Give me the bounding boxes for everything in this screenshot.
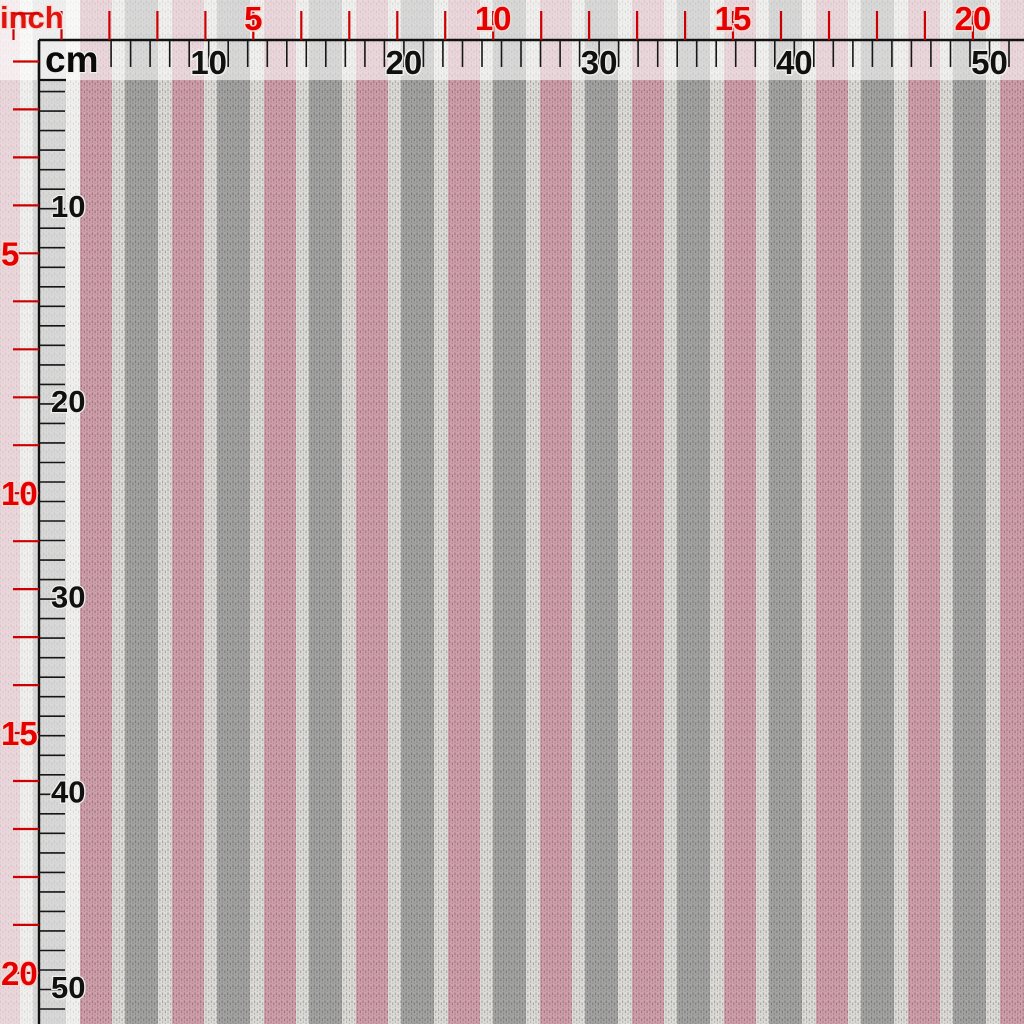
svg-text:50: 50 xyxy=(51,970,85,1005)
svg-text:5: 5 xyxy=(1,235,19,272)
svg-text:cm: cm xyxy=(45,39,98,80)
svg-text:40: 40 xyxy=(51,775,85,810)
svg-text:10: 10 xyxy=(475,0,512,37)
svg-text:10: 10 xyxy=(1,475,38,512)
svg-text:40: 40 xyxy=(776,44,813,81)
svg-text:10: 10 xyxy=(51,189,85,224)
svg-text:20: 20 xyxy=(955,0,992,37)
svg-text:10: 10 xyxy=(190,44,227,81)
svg-text:15: 15 xyxy=(1,715,38,752)
svg-text:15: 15 xyxy=(715,0,752,37)
svg-text:20: 20 xyxy=(386,44,423,81)
svg-text:50: 50 xyxy=(971,44,1008,81)
svg-text:20: 20 xyxy=(51,384,85,419)
svg-text:inch: inch xyxy=(0,0,64,35)
svg-text:30: 30 xyxy=(581,44,618,81)
svg-text:20: 20 xyxy=(1,955,38,992)
svg-text:5: 5 xyxy=(244,0,262,37)
svg-text:30: 30 xyxy=(51,579,85,614)
